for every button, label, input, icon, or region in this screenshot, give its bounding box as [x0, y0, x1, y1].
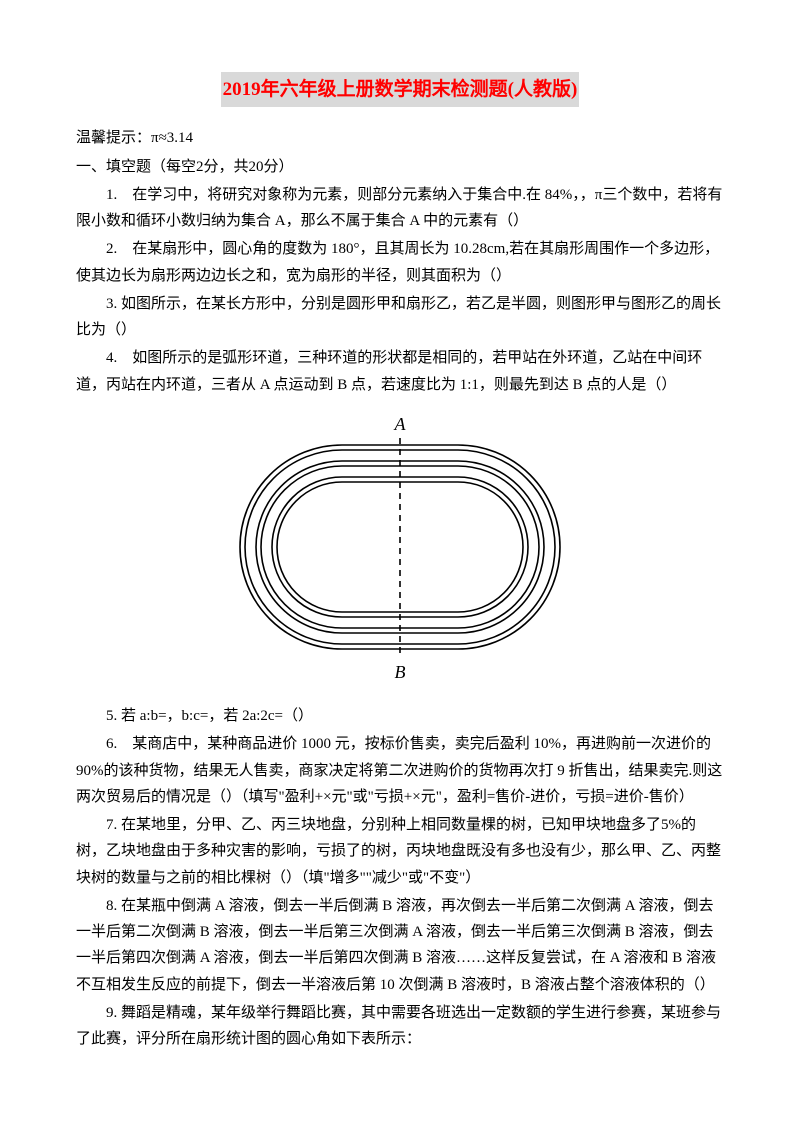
track-diagram: A B [76, 412, 724, 691]
label-a: A [394, 414, 407, 434]
section-header-1: 一、填空题（每空2分，共20分） [76, 154, 724, 180]
track-svg: A B [220, 412, 580, 682]
question-8: 8. 在某瓶中倒满 A 溶液，倒去一半后倒满 B 溶液，再次倒去一半后第二次倒满… [76, 893, 724, 998]
question-7: 7. 在某地里，分甲、乙、丙三块地盘，分别种上相同数量棵的树，已知甲块地盘多了5… [76, 812, 724, 891]
question-9: 9. 舞蹈是精魂，某年级举行舞蹈比赛，其中需要各班选出一定数额的学生进行参赛，某… [76, 1000, 724, 1053]
question-1: 1. 在学习中，将研究对象称为元素，则部分元素纳入于集合中.在 84%，，π三个… [76, 182, 724, 235]
question-3: 3. 如图所示，在某长方形中，分别是圆形甲和扇形乙，若乙是半圆，则图形甲与图形乙… [76, 291, 724, 344]
question-4: 4. 如图所示的是弧形环道，三种环道的形状都是相同的，若甲站在外环道，乙站在中间… [76, 345, 724, 398]
question-6: 6. 某商店中，某种商品进价 1000 元，按标价售卖，卖完后盈利 10%，再进… [76, 731, 724, 810]
page-title: 2019年六年级上册数学期末检测题(人教版) [221, 72, 580, 107]
question-2: 2. 在某扇形中，圆心角的度数为 180°，且其周长为 10.28cm,若在其扇… [76, 236, 724, 289]
question-5: 5. 若 a:b=，b:c=，若 2a:2c=（） [76, 703, 724, 729]
hint-text: 温馨提示：π≈3.14 [76, 125, 724, 151]
label-b: B [395, 662, 406, 682]
